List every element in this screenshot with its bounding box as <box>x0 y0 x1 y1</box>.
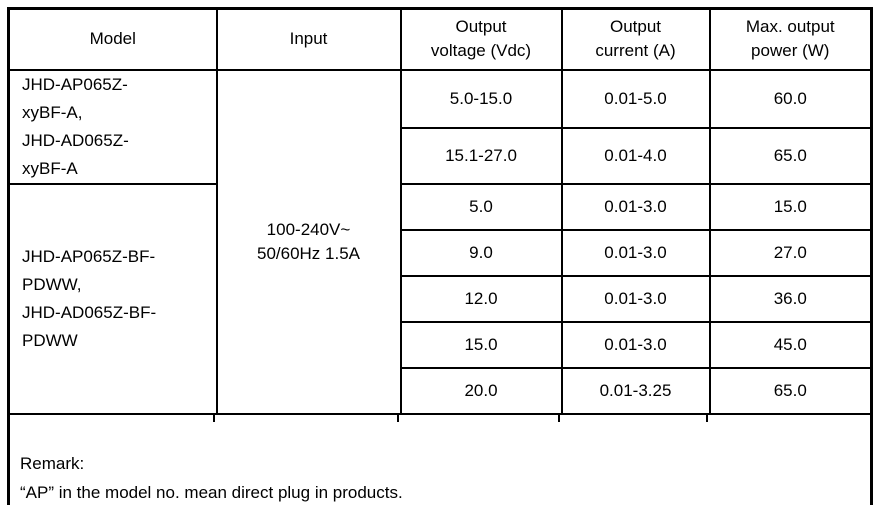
column-line-stub <box>397 415 399 422</box>
voltage-cell: 5.0-15.0 <box>399 68 563 130</box>
column-line-stub <box>706 415 708 422</box>
current-cell: 0.01-3.0 <box>560 320 711 369</box>
remark-text: Remark: “AP” in the model no. mean direc… <box>20 453 403 502</box>
current-cell: 0.01-3.0 <box>560 182 711 231</box>
power-cell: 15.0 <box>708 182 873 231</box>
col-header-output-voltage: Output voltage (Vdc) <box>399 7 563 71</box>
voltage-cell: 9.0 <box>399 228 563 277</box>
remark-row: Remark: “AP” in the model no. mean direc… <box>7 412 873 505</box>
voltage-cell: 5.0 <box>399 182 563 231</box>
col-header-model: Model <box>7 7 218 71</box>
column-line-stub <box>213 415 215 422</box>
power-cell: 60.0 <box>708 68 873 130</box>
current-cell: 0.01-5.0 <box>560 68 711 130</box>
power-cell: 45.0 <box>708 320 873 369</box>
voltage-cell: 15.1-27.0 <box>399 127 563 185</box>
model-cell-group1: JHD-AP065Z- xyBF-A, JHD-AD065Z- xyBF-A <box>7 68 218 185</box>
current-cell: 0.01-3.0 <box>560 274 711 323</box>
table-row: 20.0 0.01-3.25 65.0 <box>9 366 873 415</box>
header-row: Model Input Output voltage (Vdc) Output … <box>7 7 873 71</box>
input-cell: 100-240V~ 50/60Hz 1.5A <box>215 68 402 415</box>
power-spec-table: Model Input Output voltage (Vdc) Output … <box>7 7 873 505</box>
table-row: 12.0 0.01-3.0 36.0 <box>9 274 873 323</box>
voltage-cell: 12.0 <box>399 274 563 323</box>
model-cell-group2: JHD-AP065Z-BF- PDWW, JHD-AD065Z-BF- PDWW <box>7 182 218 415</box>
column-line-stub <box>558 415 560 422</box>
col-header-max-output-power: Max. output power (W) <box>708 7 873 71</box>
table-row: JHD-AP065Z-BF- PDWW, JHD-AD065Z-BF- PDWW… <box>7 182 873 415</box>
table-row: 15.0 0.01-3.0 45.0 <box>9 320 873 369</box>
current-cell: 0.01-3.0 <box>560 228 711 277</box>
col-header-input: Input <box>215 7 402 71</box>
current-cell: 0.01-4.0 <box>560 127 711 185</box>
table-row: JHD-AP065Z- xyBF-A, JHD-AD065Z- xyBF-A 1… <box>7 68 873 415</box>
power-cell: 65.0 <box>708 127 873 185</box>
remark-cell: Remark: “AP” in the model no. mean direc… <box>7 412 873 505</box>
voltage-cell: 20.0 <box>399 366 563 415</box>
voltage-cell: 15.0 <box>399 320 563 369</box>
col-header-output-current: Output current (A) <box>560 7 711 71</box>
current-cell: 0.01-3.25 <box>560 366 711 415</box>
power-cell: 36.0 <box>708 274 873 323</box>
table-row: 15.1-27.0 0.01-4.0 65.0 <box>9 127 873 185</box>
table-row: 9.0 0.01-3.0 27.0 <box>9 228 873 277</box>
power-cell: 27.0 <box>708 228 873 277</box>
power-cell: 65.0 <box>708 366 873 415</box>
